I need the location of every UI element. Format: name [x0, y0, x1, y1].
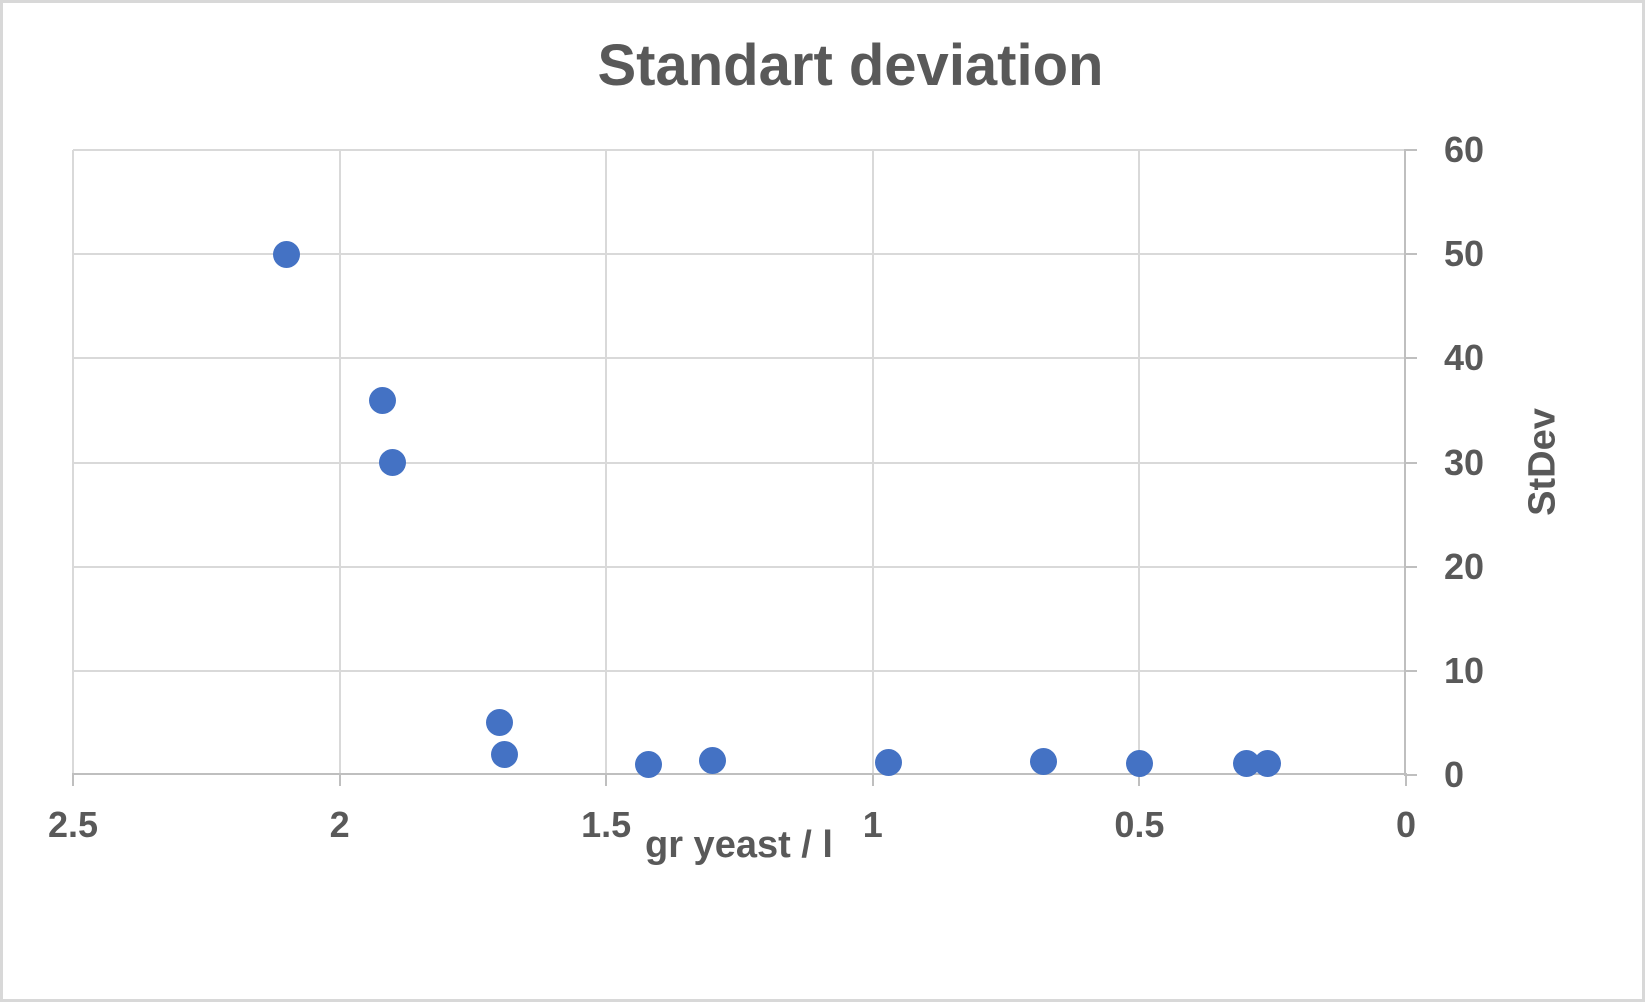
y-axis-tick: [1404, 253, 1417, 256]
x-tick-label: 2: [329, 804, 350, 845]
data-point[interactable]: [1029, 747, 1057, 775]
data-point[interactable]: [379, 449, 407, 476]
data-point[interactable]: [635, 751, 663, 779]
y-tick-label: 50: [1444, 233, 1485, 275]
data-point[interactable]: [368, 386, 396, 414]
data-point[interactable]: [875, 749, 903, 776]
y-axis-tick: [1404, 565, 1417, 568]
data-point[interactable]: [699, 746, 727, 774]
y-axis-tick: [1404, 357, 1417, 360]
x-axis-tick: [338, 773, 341, 786]
y-tick-label: 10: [1444, 649, 1485, 691]
data-point[interactable]: [486, 709, 514, 737]
y-axis-tick: [1404, 774, 1417, 776]
gridline-horizontal: [73, 253, 1404, 256]
x-tick-label: 1: [862, 804, 883, 845]
y-axis-tick: [1404, 461, 1417, 464]
data-point[interactable]: [272, 240, 300, 268]
gridline-horizontal: [73, 461, 1404, 464]
y-tick-label: 20: [1444, 545, 1485, 587]
y-axis-tick: [1404, 149, 1417, 151]
gridline-horizontal: [73, 357, 1404, 360]
gridline-horizontal: [73, 149, 1404, 151]
data-point[interactable]: [491, 740, 519, 768]
x-axis-title: gr yeast / l: [645, 824, 833, 866]
chart-title: Standart deviation: [597, 33, 1104, 98]
plot-area: [72, 149, 1417, 786]
x-axis-tick: [1138, 773, 1141, 786]
x-tick-label: 1.5: [581, 804, 632, 845]
x-axis-tick: [72, 773, 74, 786]
data-point[interactable]: [1253, 750, 1281, 778]
y-axis-tick: [1404, 669, 1417, 672]
x-tick-label: 0: [1395, 804, 1417, 845]
x-tick-label: 2.5: [47, 804, 99, 845]
x-axis-tick: [1405, 773, 1407, 786]
gridline-horizontal: [73, 669, 1404, 672]
y-tick-label: 40: [1444, 337, 1485, 379]
y-tick-label: 0: [1444, 754, 1465, 795]
y-tick-label: 30: [1444, 441, 1485, 483]
x-axis-tick: [605, 773, 608, 786]
data-point[interactable]: [1125, 750, 1153, 778]
y-tick-label: 60: [1444, 129, 1485, 170]
gridline-horizontal: [73, 565, 1404, 568]
x-tick-label: 0.5: [1114, 804, 1165, 845]
y-axis-title: StDev: [1521, 408, 1564, 516]
x-axis-tick: [871, 773, 874, 786]
